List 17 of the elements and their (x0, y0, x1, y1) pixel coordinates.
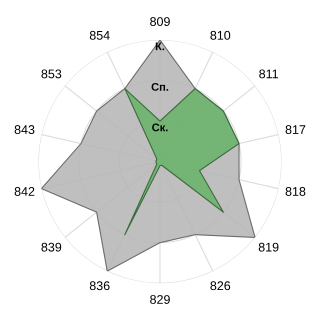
spoke-label: 842 (14, 187, 34, 196)
spoke-label: 854 (90, 30, 110, 40)
spoke-label: 817 (286, 125, 306, 134)
y-tick-label: Ск. (152, 123, 168, 132)
y-tick-label: Сп. (152, 82, 168, 91)
spoke-label: 829 (150, 295, 170, 304)
spoke-label: 836 (90, 281, 110, 290)
spoke-label: 818 (286, 187, 306, 196)
spoke-label: 853 (41, 69, 62, 78)
spoke-label: 810 (210, 30, 230, 40)
spoke-label: 826 (210, 281, 230, 290)
spoke-label: 839 (41, 242, 62, 252)
y-tick-label: К. (156, 42, 164, 50)
spoke-label: 809 (150, 17, 170, 26)
spoke-label: 843 (14, 125, 34, 134)
spoke-label: 811 (259, 69, 278, 78)
spoke-label: 819 (258, 242, 278, 252)
